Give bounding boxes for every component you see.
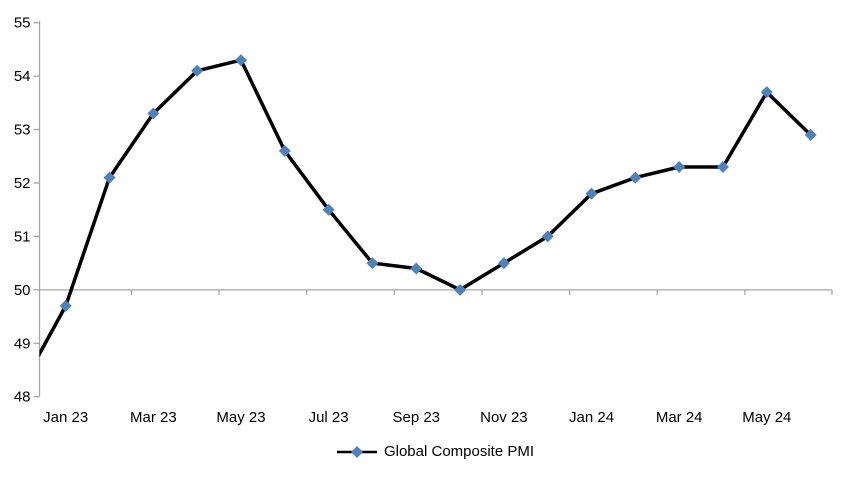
x-tick-label: Jan 23 (43, 409, 88, 426)
data-point-marker (191, 64, 204, 77)
data-point-marker (541, 230, 554, 243)
data-point-marker (278, 144, 291, 157)
x-tick-label: Sep 23 (392, 409, 440, 426)
y-tick-label: 48 (14, 389, 31, 406)
data-point-marker (629, 171, 642, 184)
x-tick-label: May 24 (742, 409, 791, 426)
data-point-marker (366, 257, 379, 270)
data-point-marker (103, 171, 116, 184)
series-line (39, 58, 812, 358)
legend-line-marker-icon (336, 446, 377, 458)
x-tick-label: Nov 23 (480, 409, 528, 426)
y-tick-label: 52 (14, 175, 31, 192)
y-tick-label: 54 (14, 68, 31, 85)
data-point-marker (234, 54, 247, 67)
data-point-marker (454, 283, 467, 296)
y-tick-label: 50 (14, 282, 31, 299)
data-point-marker (760, 86, 773, 99)
y-tick-label: 53 (14, 122, 31, 139)
x-tick-label: May 23 (216, 409, 265, 426)
x-tick-label: Jul 23 (309, 409, 349, 426)
y-tick-label: 49 (14, 335, 31, 352)
x-tick-label: Jan 24 (569, 409, 614, 426)
x-tick-label: Mar 24 (656, 409, 703, 426)
legend-label: Global Composite PMI (383, 443, 535, 460)
x-tick-label: Mar 23 (130, 409, 177, 426)
legend: Global Composite PMI (39, 441, 832, 463)
data-point-marker (585, 187, 598, 200)
data-point-marker (717, 160, 729, 173)
data-point-marker (804, 128, 817, 141)
y-tick-label: 55 (14, 15, 31, 32)
pmi-line-plot: 48 49 50 51 52 53 54 55 Jan 23 Mar 23 May 23 Jul 23… (14, 15, 833, 426)
data-point-marker (410, 262, 423, 275)
data-point-marker (673, 160, 686, 173)
data-point-marker (147, 107, 160, 120)
data-point-marker (497, 257, 510, 270)
data-point-marker (59, 299, 72, 312)
data-point-marker (322, 203, 335, 216)
y-tick-label: 51 (14, 228, 31, 245)
